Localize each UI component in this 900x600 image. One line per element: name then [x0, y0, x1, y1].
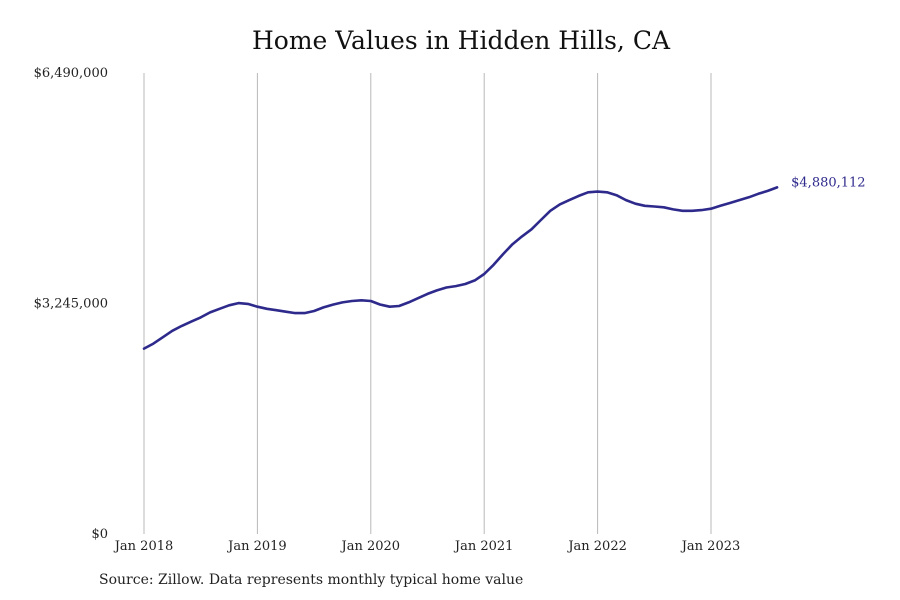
source-note: Source: Zillow. Data represents monthly … [99, 572, 524, 588]
x-tick-label: Jan 2019 [226, 539, 287, 554]
y-tick-label: $6,490,000 [34, 66, 108, 81]
x-tick-label: Jan 2018 [113, 539, 174, 554]
x-tick-label: Jan 2022 [566, 539, 627, 554]
grid-lines [143, 73, 712, 534]
x-tick-label: Jan 2023 [680, 539, 741, 554]
x-tick-label: Jan 2020 [340, 539, 401, 554]
y-axis-tick-labels: $0 $3,245,000 $6,490,000 [34, 66, 108, 542]
end-value-label: $4,880,112 [791, 175, 865, 190]
home-value-line [142, 186, 779, 350]
chart-title: Home Values in Hidden Hills, CA [251, 26, 671, 55]
x-tick-label: Jan 2021 [453, 539, 514, 554]
y-tick-label: $3,245,000 [34, 297, 108, 312]
y-tick-label: $0 [91, 527, 108, 542]
x-axis-tick-labels: Jan 2018 Jan 2019 Jan 2020 Jan 2021 Jan 2022… [113, 539, 741, 554]
